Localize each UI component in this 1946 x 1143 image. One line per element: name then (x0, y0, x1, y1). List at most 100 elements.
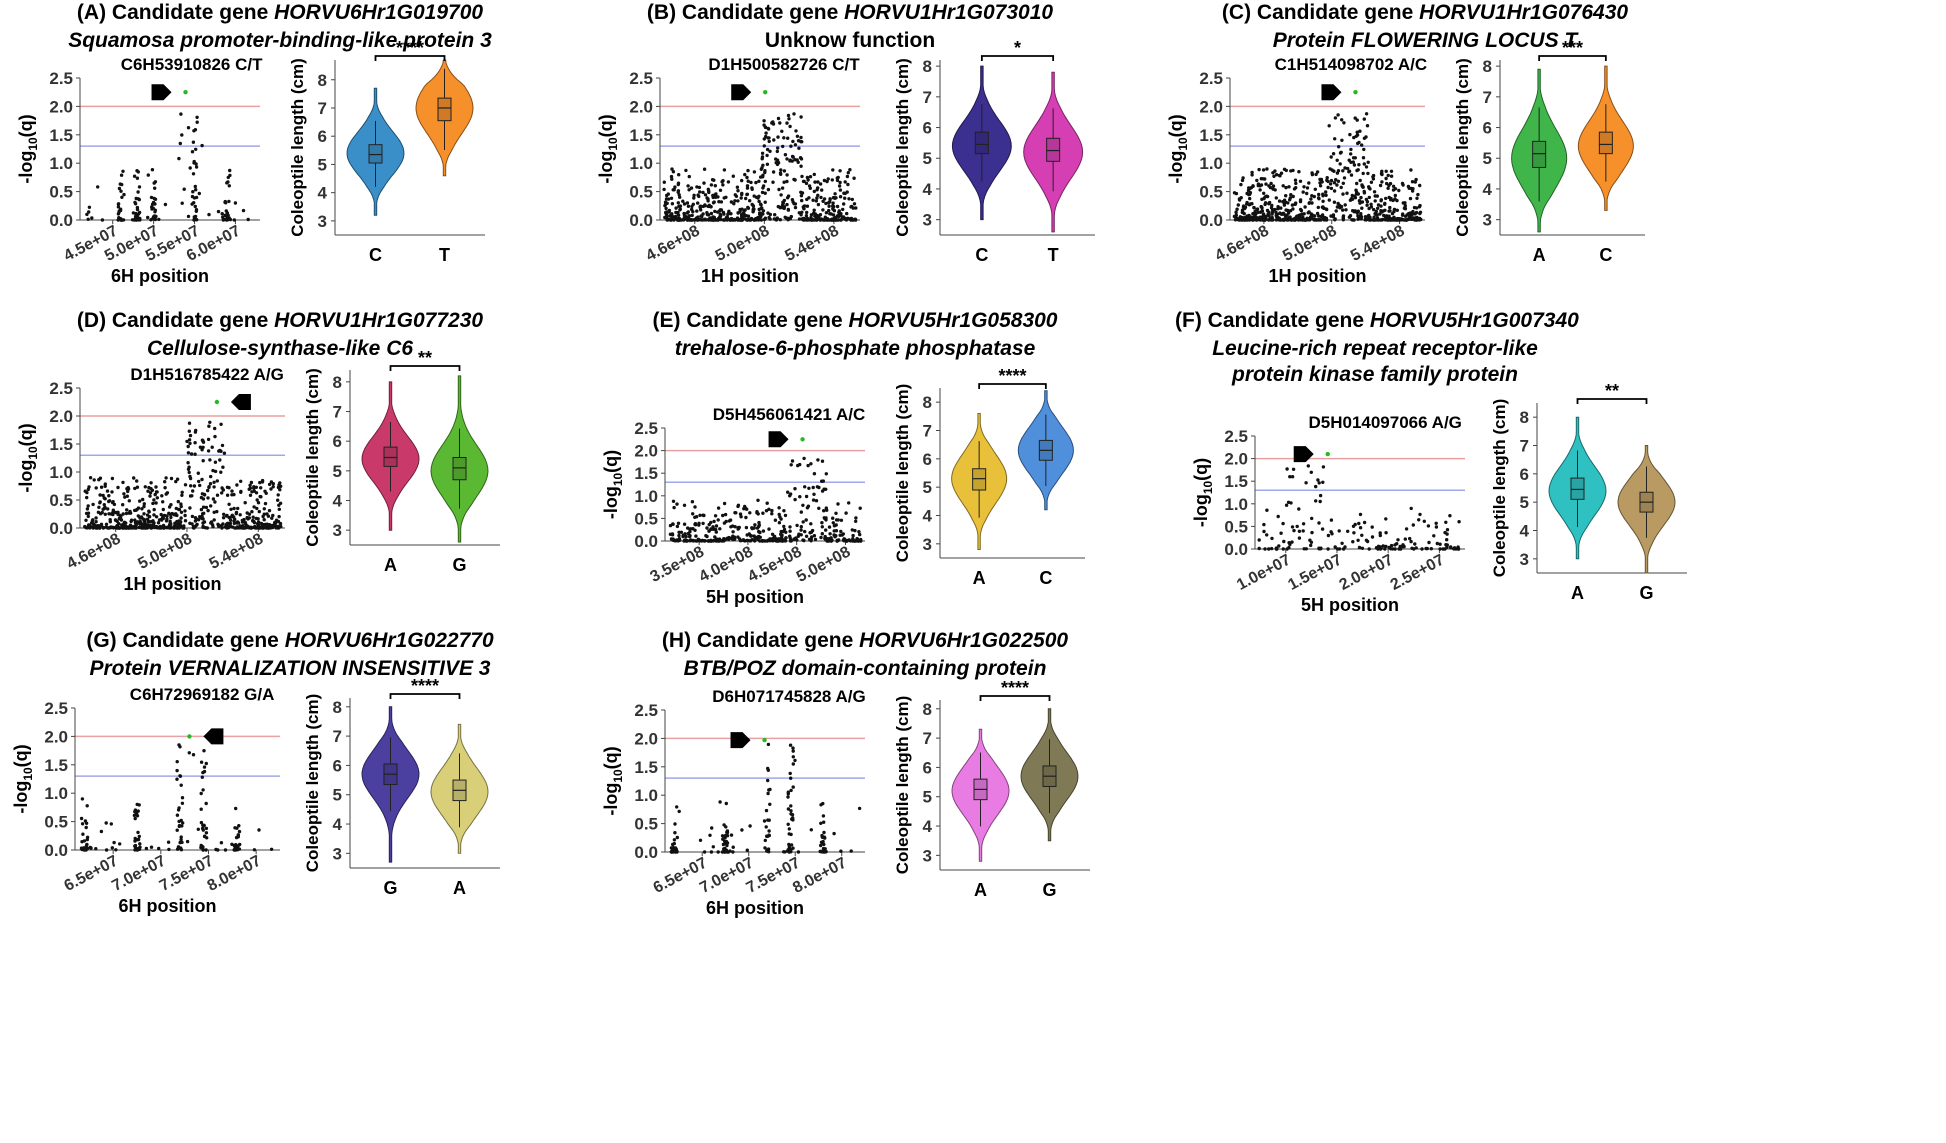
snp-point (1281, 547, 1285, 551)
snp-point (793, 202, 798, 206)
snp-point (1331, 215, 1335, 219)
snp-point (794, 536, 798, 540)
snp-point (276, 493, 280, 497)
snp-point (813, 537, 818, 542)
snp-point (191, 140, 196, 144)
snp-point (716, 506, 721, 510)
snp-point (1426, 524, 1431, 528)
snp-point (821, 199, 825, 203)
snp-point (122, 192, 126, 197)
snp-point (786, 790, 790, 794)
snp-point (177, 743, 181, 747)
panel-title: (D) Candidate gene HORVU1Hr1G077230 (10, 308, 550, 334)
snp-point (835, 214, 840, 218)
violin-box (452, 457, 467, 481)
snp-point (771, 170, 776, 174)
snp-point (765, 147, 770, 152)
snp-point (692, 193, 696, 197)
snp-point (1366, 160, 1370, 164)
snp-point (258, 494, 262, 499)
snp-point (192, 218, 196, 222)
snp-point (845, 174, 850, 179)
snp-point (270, 525, 274, 529)
snp-point (738, 512, 743, 516)
panel-title-prefix: (A) Candidate gene (76, 1, 275, 24)
snp-point (1390, 217, 1395, 222)
snp-point (146, 215, 150, 220)
snp-point (816, 193, 820, 197)
snp-point (1321, 199, 1325, 203)
snp-point (1307, 181, 1311, 185)
panel-subtitle: Cellulose-synthase-like C6 (146, 337, 414, 360)
snp-point (697, 194, 701, 199)
snp-point (727, 537, 731, 541)
snp-point (1345, 191, 1349, 195)
snp-point (193, 184, 197, 189)
snp-point (1281, 217, 1286, 222)
snp-point (191, 172, 196, 176)
snp-point (834, 511, 838, 515)
snp-point (799, 164, 803, 168)
snp-point (228, 524, 233, 528)
snp-point (1413, 542, 1417, 546)
snp-point (1358, 178, 1362, 183)
snp-point (258, 526, 263, 530)
significance-label: **** (1001, 678, 1029, 698)
snp-point (271, 482, 275, 486)
snp-point (759, 203, 763, 207)
snp-point (247, 512, 252, 516)
violin-y-tick-label: 4 (923, 507, 933, 526)
snp-point (745, 184, 750, 188)
snp-point (1395, 198, 1399, 203)
snp-point (795, 134, 800, 138)
snp-point (758, 530, 762, 535)
snp-point (805, 204, 810, 208)
lead-snp-point (800, 437, 805, 442)
snp-point (144, 846, 149, 851)
snp-point (777, 521, 782, 525)
x-tick-label: 5.0e+08 (794, 543, 854, 585)
snp-point (1348, 214, 1353, 218)
snp-point (744, 525, 749, 530)
snp-point (188, 506, 192, 510)
snp-point (748, 824, 752, 828)
snp-point (691, 202, 695, 206)
panel-subtitle: Unknow function (764, 29, 936, 52)
x-tick-label: 4.5e+08 (745, 543, 805, 585)
snp-point (822, 509, 826, 513)
snp-point (172, 526, 176, 530)
snp-point (721, 837, 725, 841)
snp-point (1391, 184, 1396, 188)
snp-point (811, 485, 815, 490)
snp-point (706, 199, 710, 203)
violin-y-tick-label: 6 (923, 758, 932, 777)
snp-point (152, 524, 156, 528)
snp-point (217, 524, 221, 528)
y-tick-label: 0.0 (1199, 211, 1223, 230)
snp-point (835, 176, 839, 180)
snp-point (793, 758, 797, 763)
snp-point (209, 504, 213, 508)
snp-point (175, 828, 179, 832)
snp-point (773, 213, 777, 217)
violin-y-tick-label: 7 (923, 729, 932, 748)
snp-point (251, 515, 255, 519)
snp-point (1427, 540, 1431, 545)
violin-y-tick-label: 7 (1520, 437, 1529, 456)
y-axis-label: -log10(q) (601, 746, 625, 815)
snp-point (133, 816, 137, 821)
snp-point (200, 512, 205, 516)
snp-point (1296, 218, 1301, 222)
snp-point (700, 539, 704, 543)
snp-point (1363, 217, 1367, 222)
snp-point (1335, 183, 1339, 187)
snp-point (755, 217, 759, 222)
snp-point (839, 529, 843, 534)
snp-point (227, 486, 231, 490)
snp-point (130, 526, 134, 530)
snp-point (786, 848, 790, 852)
significance-label: **** (411, 676, 439, 696)
snp-point (714, 539, 718, 543)
snp-point (1269, 206, 1274, 210)
snp-point (116, 523, 120, 527)
